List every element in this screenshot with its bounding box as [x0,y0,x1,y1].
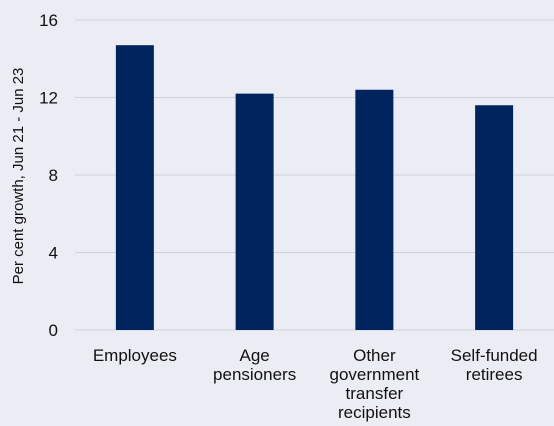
y-tick-label: 4 [49,244,58,263]
bars [115,45,514,330]
bar [115,45,154,330]
y-tick-label: 0 [49,321,58,340]
y-tick-label: 16 [39,11,58,30]
gridlines [75,19,554,331]
x-category-label: Employees [93,346,177,365]
bar [235,93,274,330]
x-category-label: Self-funded retirees [451,346,538,384]
y-tick-label: 8 [49,166,58,185]
y-axis-label: Per cent growth, Jun 21 - Jun 23 [10,68,27,285]
y-tick-label: 12 [39,89,58,108]
bar [355,89,394,330]
x-category-label: Other government transfer recipients [329,346,419,422]
y-axis-ticks: 0 4 8 12 16 [39,11,58,340]
bar [475,105,514,330]
x-axis-categories: Employees Age pensioners Other government tra… [93,346,538,422]
x-category-label: Age pensioners [213,346,296,384]
